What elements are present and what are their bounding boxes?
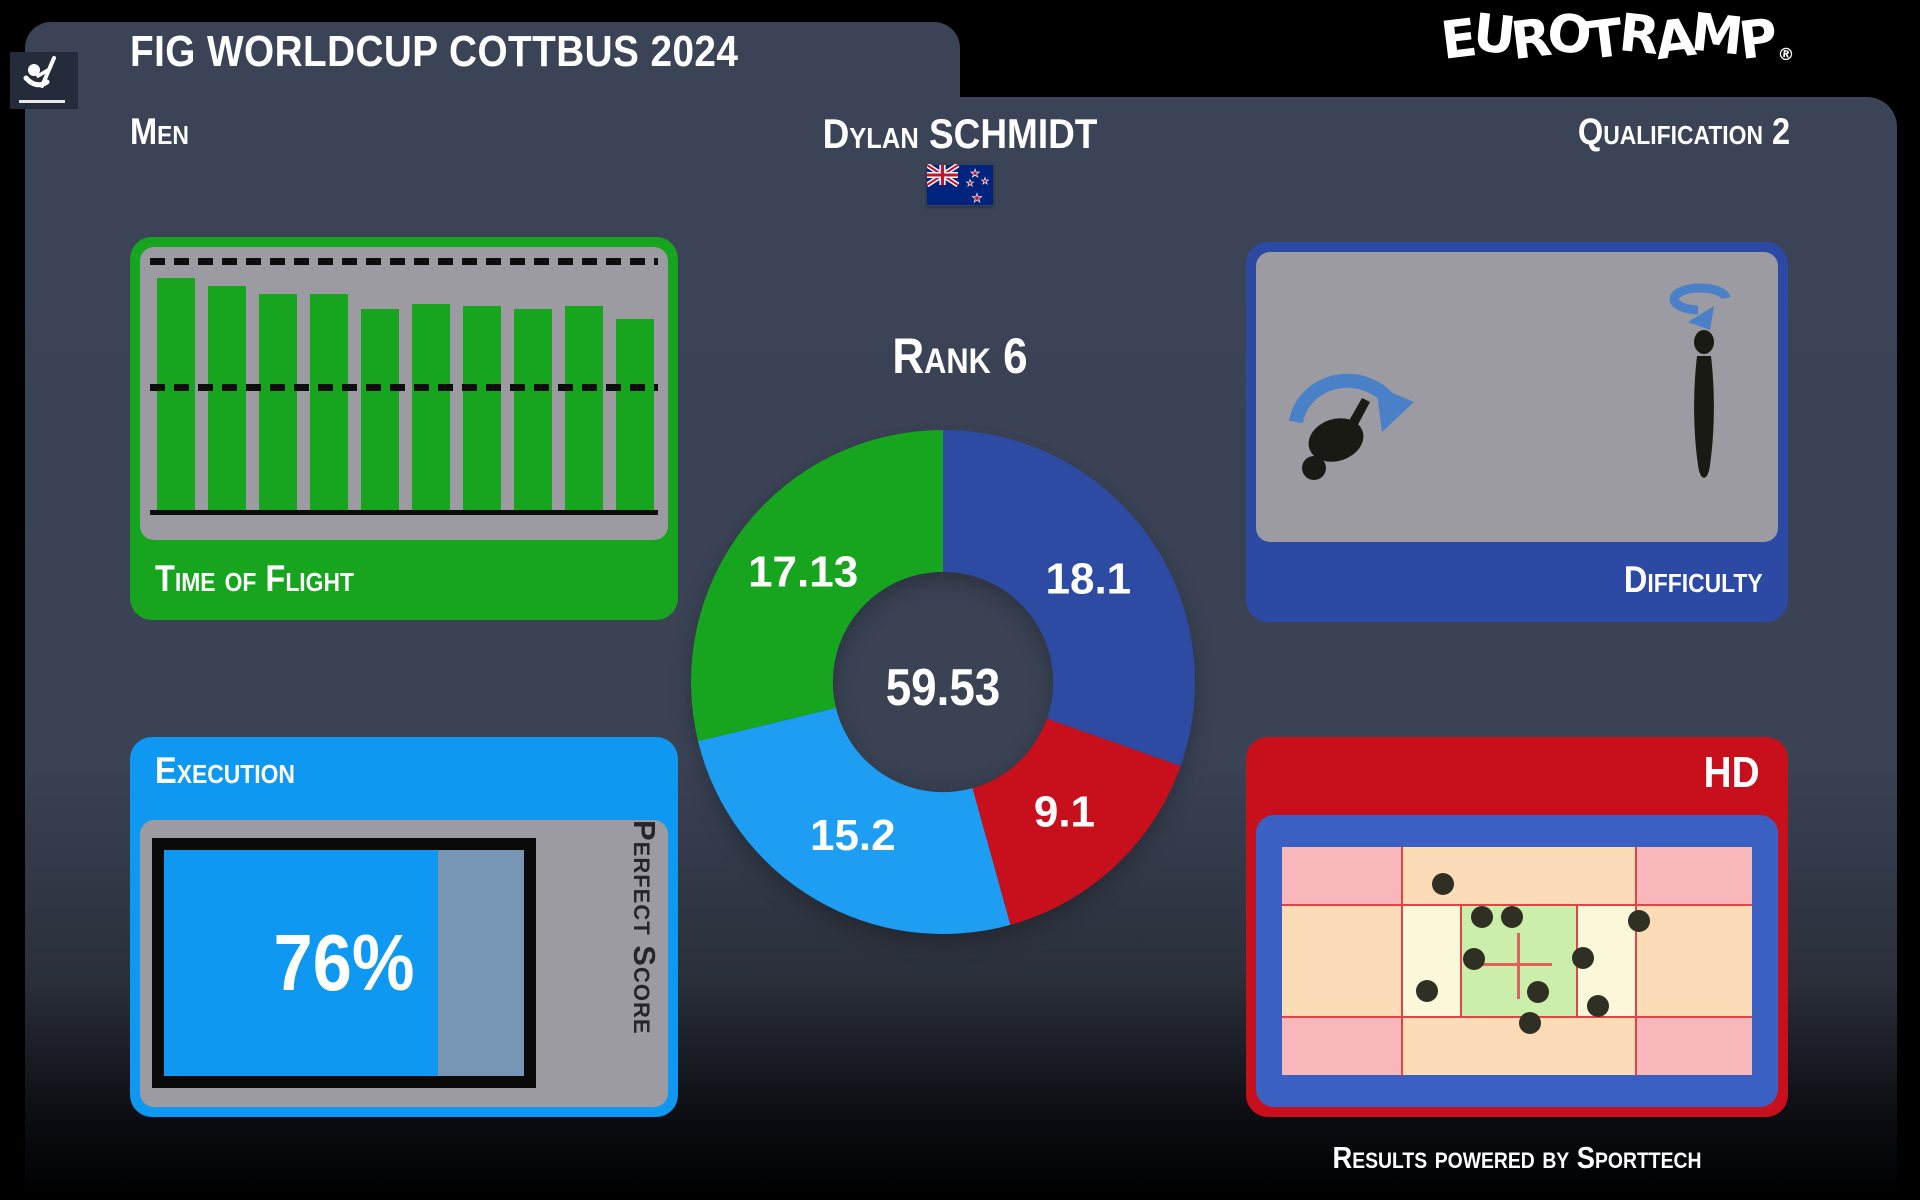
twist-rotation-icon (1669, 283, 1731, 478)
brand-letter: P (1735, 7, 1781, 73)
trampoline-frame (1256, 815, 1778, 1107)
donut-segment-horizontal-displacement (972, 718, 1181, 925)
time-of-flight-bar (310, 294, 348, 512)
difficulty-pictogram-area (1256, 252, 1778, 542)
landing-dot (1587, 995, 1610, 1018)
landing-dot (1463, 948, 1486, 971)
donut-segment-label-difficulty: 18.1 (1046, 555, 1132, 604)
execution-progress-bar: 76% (152, 838, 536, 1088)
total-score-value: 59.53 (885, 659, 1001, 717)
eurotramp-logo: EUROTRAMP® (1438, 2, 1795, 74)
athlete-name: Dylan SCHMIDT (822, 110, 1098, 157)
hd-panel: HD (1246, 737, 1788, 1117)
bed-grid-line (1634, 847, 1637, 1075)
gymnast-pictogram-icon (23, 56, 56, 88)
donut-segment-difficulty (943, 430, 1195, 766)
execution-percent-value: 76% (273, 918, 415, 1007)
hd-title: HD (1704, 748, 1760, 797)
time-of-flight-bar (259, 294, 297, 512)
svg-text:★: ★ (970, 167, 980, 180)
max-guide-dashed-line (150, 258, 658, 265)
bed-grid-line (1460, 904, 1463, 1016)
donut-segment-label-execution: 15.2 (810, 811, 896, 860)
landing-dot (1471, 906, 1494, 929)
somersault-arc-icon (1289, 373, 1414, 480)
bed-zone (1634, 1015, 1752, 1075)
time-of-flight-bar (514, 309, 552, 512)
svg-text:★: ★ (981, 177, 989, 187)
icon-underline (19, 100, 65, 103)
svg-text:★: ★ (972, 191, 983, 205)
landing-dot (1431, 872, 1454, 895)
landing-dot (1572, 947, 1595, 970)
bed-grid-line (1401, 847, 1404, 1075)
bed-center-cross (1479, 963, 1553, 967)
time-of-flight-title: Time of Flight (155, 558, 354, 599)
time-of-flight-panel: Time of Flight (130, 237, 678, 620)
difficulty-panel: Difficulty (1246, 242, 1788, 622)
perfect-score-axis-label: Perfect Score (627, 820, 662, 1035)
donut-segment-time-of-flight (691, 430, 943, 742)
bed-grid-line (1282, 904, 1752, 906)
time-of-flight-bar (565, 306, 603, 512)
execution-title: Execution (155, 750, 295, 791)
registered-mark: ® (1776, 44, 1796, 66)
difficulty-title: Difficulty (1624, 559, 1763, 600)
results-credit: Results powered by Sporttech (1332, 1140, 1702, 1175)
donut-segment-execution (698, 707, 1011, 934)
new-zealand-flag: ★ ★ ★ ★ (925, 162, 993, 206)
landing-dot (1416, 980, 1439, 1003)
time-of-flight-bar (616, 319, 654, 512)
trampoline-discipline-icon (10, 52, 78, 109)
time-of-flight-bar (208, 286, 246, 512)
time-of-flight-bar (361, 309, 399, 512)
time-of-flight-bar (157, 278, 195, 512)
landing-dot (1527, 980, 1550, 1003)
baseline (150, 510, 658, 515)
time-of-flight-bar (463, 306, 501, 512)
donut-segment-label-time-of-flight: 17.13 (748, 547, 858, 596)
landing-dot (1518, 1012, 1541, 1035)
bed-zone (1282, 1015, 1402, 1075)
execution-panel: Execution 76% Perfect Score (130, 737, 678, 1117)
bed-zone (1634, 847, 1752, 904)
execution-gauge-area: 76% Perfect Score (140, 820, 668, 1107)
svg-text:★: ★ (966, 179, 974, 189)
category-label: Men (130, 111, 189, 152)
execution-progress-fill (164, 850, 438, 1076)
trampoline-bed-diagram (1282, 847, 1752, 1075)
bed-zone (1282, 847, 1402, 904)
bed-center-cross (1517, 932, 1520, 999)
landing-dot (1627, 909, 1650, 932)
mid-guide-dashed-line (150, 384, 658, 391)
time-of-flight-bar (412, 304, 450, 512)
landing-dot (1501, 906, 1524, 929)
rank-heading: Rank 6 (892, 328, 1028, 384)
event-title: FIG WORLDCUP COTTBUS 2024 (130, 27, 739, 76)
total-score-donut-chart: 18.1 9.1 15.2 17.13 59.53 (691, 430, 1195, 934)
donut-segment-label-horizontal-displacement: 9.1 (1034, 788, 1095, 837)
bed-grid-line (1282, 1015, 1752, 1018)
time-of-flight-chart (140, 247, 668, 540)
round-label: Qualification 2 (1577, 111, 1790, 152)
